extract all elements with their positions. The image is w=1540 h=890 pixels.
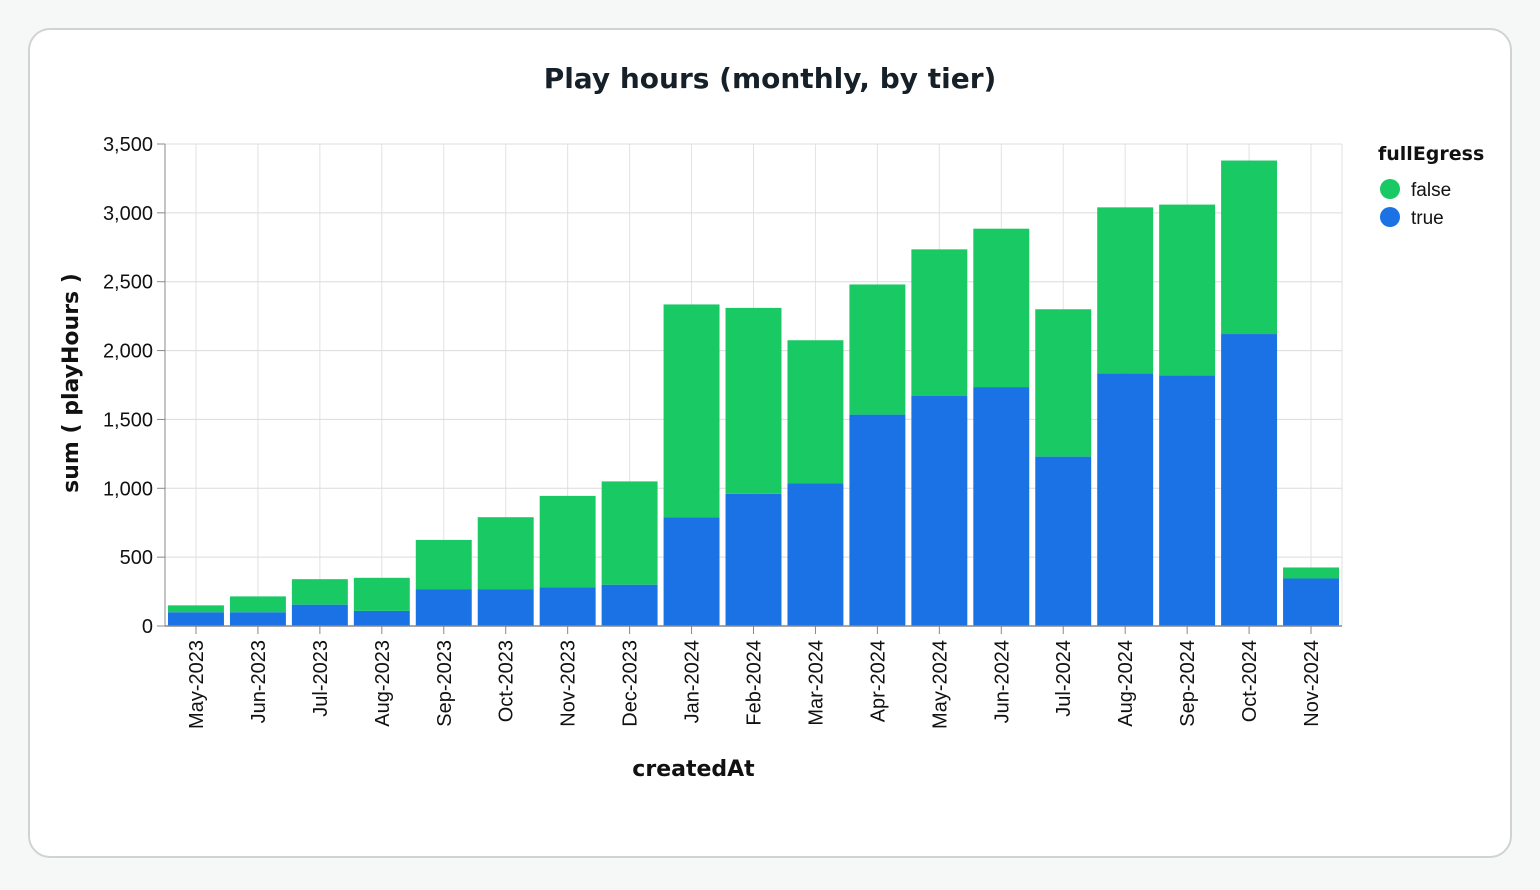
bar-false: [1097, 207, 1154, 374]
bar-true: [601, 584, 658, 626]
bar-true: [477, 589, 534, 626]
bar-false: [229, 596, 286, 613]
x-tick-label: May-2023: [186, 640, 208, 729]
x-tick-label: Oct-2024: [1239, 640, 1261, 722]
x-tick-label: Jul-2023: [310, 640, 332, 717]
bar-false: [415, 539, 472, 590]
bar-false: [1221, 160, 1278, 335]
bars: [168, 160, 1339, 626]
legend-label-false: false: [1411, 180, 1451, 201]
y-tick-label: 2,500: [103, 272, 153, 294]
x-axis-title: createdAt: [632, 757, 755, 782]
bar-false: [168, 605, 224, 613]
bar-true: [787, 483, 844, 626]
x-tick-label: Feb-2024: [744, 640, 766, 726]
axes: 0 500 1,000 1,500 2,000 2,500 3,000 3,500 May-20…: [59, 134, 1342, 782]
bar-true: [1221, 334, 1278, 626]
x-tick-label: Mar-2024: [805, 640, 827, 726]
x-tick-label: Aug-2024: [1115, 640, 1137, 727]
x-tick-label: Jul-2024: [1053, 640, 1075, 717]
legend-swatch-true: [1380, 207, 1400, 227]
bar-false: [911, 249, 968, 397]
bar-true: [168, 612, 224, 626]
bar-true: [973, 387, 1030, 626]
bar-true: [1283, 578, 1339, 626]
legend-label-true: true: [1411, 208, 1444, 229]
legend-swatch-false: [1380, 179, 1400, 199]
bar-false: [291, 579, 348, 605]
y-tick-label: 3,500: [103, 134, 153, 156]
bar-false: [353, 577, 410, 611]
bar-false: [973, 228, 1030, 388]
y-tick-label: 3,000: [103, 203, 153, 225]
y-tick-label: 2,000: [103, 341, 153, 363]
legend: fullEgress false true: [1378, 143, 1484, 229]
bar-false: [725, 307, 782, 494]
bar-false: [787, 340, 844, 484]
bar-false: [1283, 567, 1339, 579]
bar-false: [663, 304, 720, 518]
bar-true: [415, 589, 472, 626]
bar-false: [601, 481, 658, 585]
x-tick-label: Jan-2024: [682, 640, 704, 723]
bar-true: [539, 587, 596, 626]
bar-true: [1097, 373, 1154, 626]
legend-title: fullEgress: [1378, 143, 1484, 165]
bar-true: [1035, 456, 1092, 626]
x-tick-label: Jun-2023: [248, 640, 270, 723]
bar-true: [1159, 375, 1216, 626]
bar-true: [725, 493, 782, 626]
x-tick-label: Sep-2024: [1177, 640, 1199, 727]
bar-false: [849, 284, 906, 415]
x-tick-label: Sep-2023: [434, 640, 456, 727]
bar-false: [477, 517, 534, 590]
y-tick-label: 500: [120, 547, 153, 569]
bar-false: [1035, 309, 1092, 457]
x-tick-label: Oct-2023: [496, 640, 518, 722]
y-tick-label: 0: [142, 616, 153, 638]
y-tick-label: 1,000: [103, 478, 153, 500]
x-tick-label: Aug-2023: [372, 640, 394, 727]
y-axis-title: sum ( playHours ): [59, 273, 84, 493]
bar-true: [849, 414, 906, 626]
bar-false: [1159, 204, 1216, 376]
x-tick-label: Nov-2024: [1301, 640, 1323, 727]
bar-true: [229, 612, 286, 626]
bar-true: [911, 396, 968, 626]
bar-true: [353, 610, 410, 626]
bar-true: [663, 517, 720, 626]
bar-false: [539, 495, 596, 588]
chart-title: Play hours (monthly, by tier): [543, 62, 997, 95]
y-tick-label: 1,500: [103, 409, 153, 431]
x-tick-label: Nov-2023: [558, 640, 580, 727]
x-tick-label: Dec-2023: [620, 640, 642, 727]
x-tick-label: Apr-2024: [867, 640, 889, 722]
x-tick-label: May-2024: [929, 640, 951, 729]
bar-true: [291, 604, 348, 626]
x-tick-label: Jun-2024: [991, 640, 1013, 723]
